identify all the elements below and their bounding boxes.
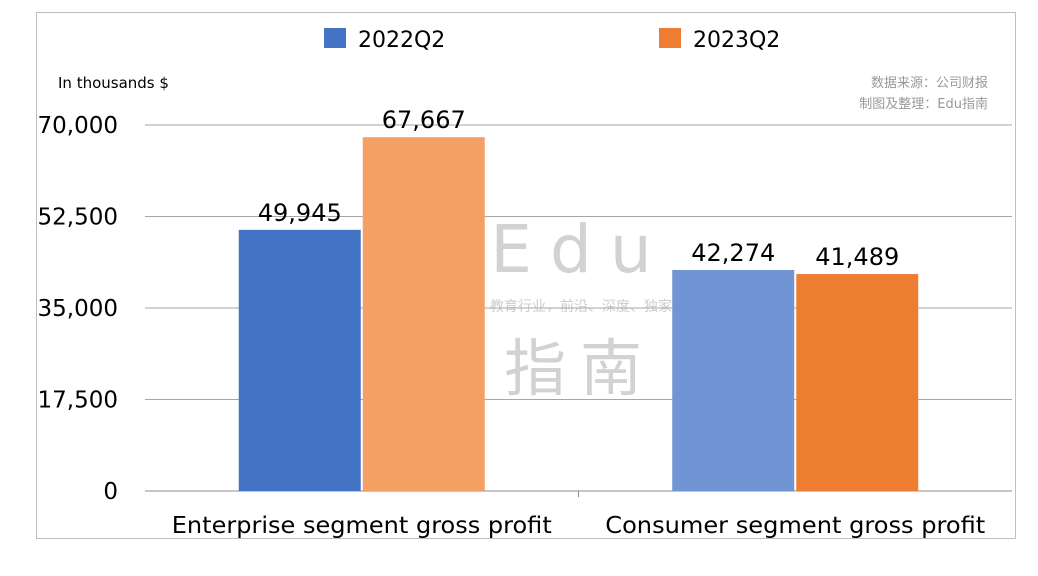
y-axis-label: In thousands $: [58, 74, 169, 92]
y-tick-label: 52,500: [38, 205, 118, 231]
x-category-label: Consumer segment gross profit: [605, 513, 985, 539]
bar-2023q2-1: [796, 274, 919, 491]
watermark-bottom: 指南: [504, 332, 656, 405]
source-line-2: 制图及整理：Edu指南: [859, 96, 988, 112]
watermark: Edu 教育行业，前沿、深度、独家 指南: [490, 211, 672, 405]
bar-2022q2-0: [238, 229, 361, 491]
legend-swatch-2022q2: [324, 28, 346, 48]
bar-2022q2-1: [672, 269, 795, 491]
data-labels: 49,945 67,667 42,274 41,489: [258, 106, 899, 271]
legend-label-2022q2: 2022Q2: [358, 28, 445, 53]
data-label: 49,945: [258, 199, 342, 227]
legend-swatch-2023q2: [659, 28, 681, 48]
y-tick-label: 17,500: [38, 388, 118, 414]
y-tick-label: 70,000: [38, 113, 118, 139]
data-label: 67,667: [382, 106, 466, 134]
watermark-tagline: 教育行业，前沿、深度、独家: [490, 298, 672, 315]
y-tick-label: 35,000: [38, 296, 118, 322]
bar-2023q2-0: [362, 137, 485, 492]
y-tick-label: 0: [103, 479, 118, 505]
watermark-top: Edu: [490, 211, 669, 288]
data-label: 42,274: [691, 239, 775, 267]
legend-label-2023q2: 2023Q2: [693, 28, 780, 53]
x-category-label: Enterprise segment gross profit: [172, 513, 552, 539]
y-axis-ticks: 0 17,500 35,000 52,500 70,000: [38, 113, 118, 505]
legend: 2022Q2 2023Q2: [324, 28, 780, 53]
data-label: 41,489: [815, 243, 899, 271]
source-line-1: 数据来源：公司财报: [871, 76, 988, 91]
bars: [238, 137, 919, 492]
x-axis-categories: Enterprise segment gross profit Consumer …: [172, 513, 986, 539]
